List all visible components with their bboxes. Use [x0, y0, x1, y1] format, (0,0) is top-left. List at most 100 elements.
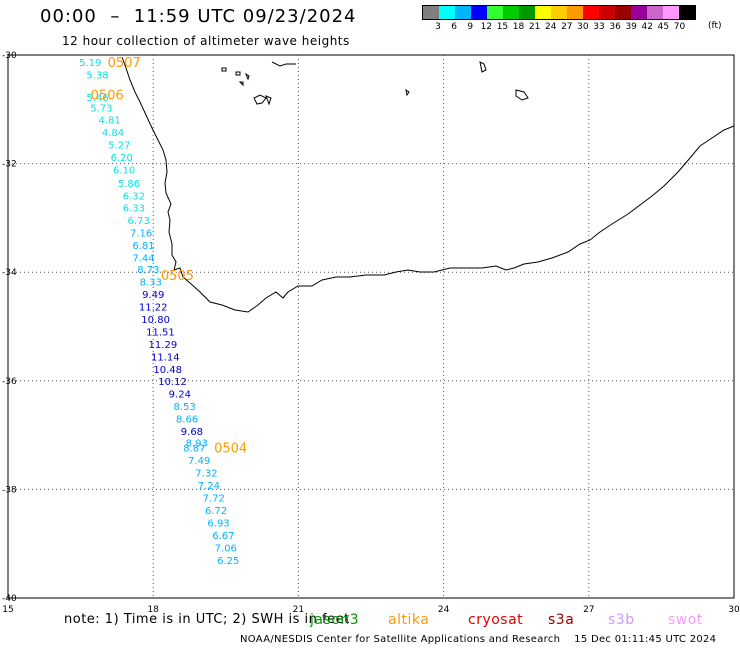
wave-height-0506-23: 10.12 — [158, 377, 187, 388]
scale-label-4: 15 — [496, 22, 509, 32]
wave-height-0506-13: 7.44 — [132, 254, 154, 265]
scale-labels: 3 6 9 12 15 18 21 24 27 30 33 36 39 42 45 70 — [422, 22, 696, 32]
scale-label-9: 30 — [577, 22, 589, 32]
lat-label--40: -40 — [2, 594, 17, 604]
wave-height-0506-15: 8.33 — [140, 277, 162, 288]
wave-height-0504-1: 8.87 — [183, 444, 205, 455]
wave-height-0506-3: 4.84 — [102, 128, 124, 139]
scale-box-4 — [487, 6, 503, 19]
wave-height-0506-10: 6.73 — [128, 216, 150, 227]
track-label-0504: 0504 — [214, 442, 247, 457]
scale-label-12: 39 — [625, 22, 637, 32]
scale-label-7: 24 — [544, 22, 557, 32]
satellite-s3a: s3a — [548, 612, 575, 628]
scale-box-14 — [647, 6, 663, 19]
wave-height-0504-0: 8.93 — [186, 439, 208, 450]
scale-box-8 — [551, 6, 567, 19]
scale-label-15: 70 — [673, 22, 686, 32]
scale-box-3 — [471, 6, 487, 19]
wave-height-0506-6: 6.10 — [113, 166, 135, 177]
lat-label--32: -32 — [2, 160, 17, 170]
scale-label-8: 27 — [561, 22, 573, 32]
track-label-0505: 0505 — [161, 269, 194, 284]
lat-label--36: -36 — [2, 377, 17, 387]
scale-box-9 — [567, 6, 583, 19]
wave-height-0506-9: 6.33 — [123, 204, 145, 215]
scale-label-10: 33 — [593, 22, 605, 32]
satellite-altika: altika — [388, 612, 430, 628]
wave-height-0506-14: 8.73 — [137, 265, 159, 276]
satellite-swot: swot — [668, 612, 703, 628]
lon-label-21: 21 — [293, 605, 304, 615]
wave-height-0506-25: 8.53 — [174, 402, 196, 413]
wave-height-0506-12: 6.81 — [132, 241, 154, 252]
scale-box-16 — [679, 6, 695, 19]
lon-label-30: 30 — [728, 605, 740, 615]
footer-credit: NOAA/NESDIS Center for Satellite Applica… — [240, 634, 717, 645]
wave-height-0504-4: 7.24 — [198, 481, 220, 492]
satellite-cryosat: cryosat — [468, 612, 524, 628]
map-subtitle: 12 hour collection of altimeter wave hei… — [62, 34, 350, 48]
coastline — [121, 56, 735, 313]
scale-box-6 — [519, 6, 535, 19]
scale-box-15 — [663, 6, 679, 19]
track-label-0507: 0507 — [108, 56, 141, 71]
scale-box-13 — [631, 6, 647, 19]
lon-label-18: 18 — [147, 605, 159, 615]
lon-label-15: 15 — [2, 605, 13, 615]
wave-height-0504-2: 7.49 — [188, 456, 210, 467]
wave-height-0506-20: 11.29 — [149, 340, 178, 351]
scale-label-14: 45 — [657, 22, 670, 32]
scale-box-1 — [439, 6, 455, 19]
lon-label-27: 27 — [583, 605, 594, 615]
wave-height-0506-26: 8.66 — [176, 414, 198, 425]
wave-height-0504-9: 7.06 — [215, 544, 237, 555]
wave-height-0506-8: 6.32 — [123, 192, 145, 203]
scale-label-11: 36 — [609, 22, 621, 32]
scale-label-5: 18 — [512, 22, 525, 32]
wave-height-0506-24: 9.24 — [169, 389, 191, 400]
wave-height-0504-8: 6.67 — [212, 531, 234, 542]
wave-height-0506-11: 7.16 — [130, 229, 152, 240]
scale-color-boxes — [422, 5, 696, 20]
graticule — [8, 55, 734, 598]
wave-height-0504-3: 7.32 — [195, 469, 217, 480]
scale-label-2: 9 — [467, 22, 474, 32]
footer-note: note: 1) Time is in UTC; 2) SWH is in fe… — [64, 612, 350, 627]
scale-label-13: 42 — [641, 22, 653, 32]
wave-height-0506-0: 5.46 — [86, 93, 108, 104]
wave-height-0504-5: 7.72 — [203, 494, 225, 505]
wave-height-0504-10: 6.25 — [217, 556, 239, 567]
islands — [221, 61, 529, 106]
wave-height-0506-7: 5.86 — [118, 179, 140, 190]
wave-height-0506-21: 11.14 — [151, 352, 180, 363]
scale-label-0: 3 — [435, 22, 441, 32]
scale-box-5 — [503, 6, 519, 19]
wave-height-0504-6: 6.72 — [205, 506, 227, 517]
wave-height-0506-2: 4.81 — [99, 116, 121, 127]
wave-height-color-scale: 3 6 9 12 15 18 21 24 27 30 33 36 39 42 45 70 (ft) — [422, 5, 722, 32]
satellite-jason3: jason3 — [310, 612, 360, 628]
wave-height-0507-1: 5.38 — [86, 71, 108, 82]
scale-label-1: 6 — [451, 22, 457, 32]
latitude-labels: -30 -32 -34 -36 -38 -40 — [2, 51, 17, 604]
map-frame — [7, 54, 735, 599]
scale-box-0 — [423, 6, 439, 19]
wave-height-0506-5: 6.20 — [111, 153, 133, 164]
lat-label--30: -30 — [2, 51, 17, 61]
scale-box-7 — [535, 6, 551, 19]
map-title: 00:00 – 11:59 UTC 09/23/2024 — [40, 6, 357, 27]
scale-unit: (ft) — [708, 21, 722, 31]
scale-box-12 — [615, 6, 631, 19]
lon-label-24: 24 — [438, 605, 450, 615]
wave-height-0506-27: 9.68 — [181, 427, 203, 438]
satellite-s3b: s3b — [608, 612, 635, 628]
wave-height-0506-18: 10.80 — [141, 315, 170, 326]
scale-label-3: 12 — [480, 22, 493, 32]
lat-label--34: -34 — [2, 268, 17, 278]
longitude-labels: 15 18 21 24 27 30 — [2, 605, 740, 615]
scale-box-2 — [455, 6, 471, 19]
wave-height-0506-19: 11.51 — [146, 327, 175, 338]
wave-height-0506-16: 9.49 — [142, 290, 164, 301]
